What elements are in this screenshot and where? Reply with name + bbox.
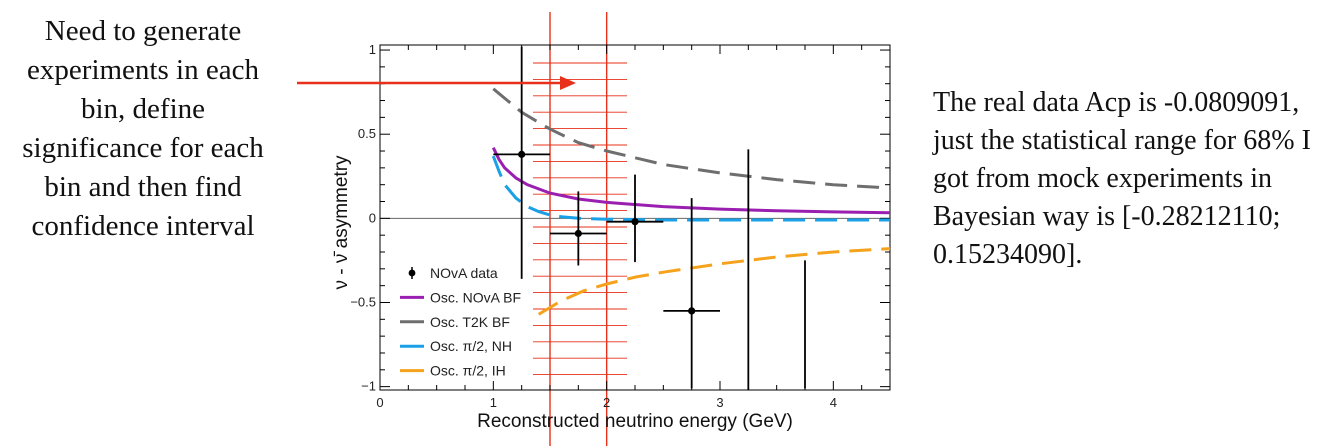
right-annotation: The real data Acp is -0.0809091, just th… xyxy=(933,84,1328,274)
y-tick-label: 1 xyxy=(369,42,376,57)
right-annotation-line: 0.15234090]. xyxy=(933,239,1083,270)
data-point xyxy=(574,229,582,238)
right-annotation-line: The real data Acp is -0.0809091, xyxy=(933,87,1300,118)
legend-entry: Osc. π/2, IH xyxy=(430,363,506,379)
left-annotation: Need to generate experiments in each bin… xyxy=(22,15,264,242)
y-tick-label: 0 xyxy=(369,210,376,225)
x-tick-label: 3 xyxy=(716,395,723,410)
data-points-layer xyxy=(493,46,806,390)
axes-layer: 0 1 2 3 4 −1 −0.5 0 0.5 1 xyxy=(350,42,891,410)
x-tick-label: 1 xyxy=(490,395,497,410)
series-curve xyxy=(491,155,890,222)
legend-marker xyxy=(408,269,416,277)
right-annotation-line: just the statistical range for 68% I xyxy=(933,125,1311,156)
y-tick-label: 0.5 xyxy=(358,126,376,141)
legend-entry: Osc. T2K BF xyxy=(430,314,510,330)
data-point xyxy=(688,307,696,315)
right-annotation-line: Bayesian way is [-0.28212110; xyxy=(933,201,1281,232)
legend-entry: Osc. π/2, NH xyxy=(430,338,512,354)
y-tick-label: −0.5 xyxy=(350,294,376,309)
legend-entry: Osc. NOvA BF xyxy=(430,289,521,305)
x-axis-label: Reconstructed neutrino energy (GeV) xyxy=(477,411,793,432)
x-tick-label: 4 xyxy=(830,395,837,410)
highlight-layer xyxy=(533,12,628,446)
series-curve xyxy=(537,247,891,316)
right-annotation-line: got from mock experiments in xyxy=(933,163,1273,194)
data-point xyxy=(631,218,639,226)
arrow-layer xyxy=(297,76,576,90)
annotation-arrow-head xyxy=(560,76,576,90)
y-tick-label: −1 xyxy=(361,379,376,394)
y-axis-label: ν - ν̄ asymmetry xyxy=(331,155,352,290)
x-tick-label: 2 xyxy=(603,395,610,410)
data-point xyxy=(518,150,526,158)
legend-entry: NOvA data xyxy=(430,265,498,281)
series-curve xyxy=(492,87,891,190)
legend-layer: NOvA data Osc. NOvA BF Osc. T2K BF Osc. π/2… xyxy=(400,265,521,379)
x-tick-label: 0 xyxy=(376,395,383,410)
